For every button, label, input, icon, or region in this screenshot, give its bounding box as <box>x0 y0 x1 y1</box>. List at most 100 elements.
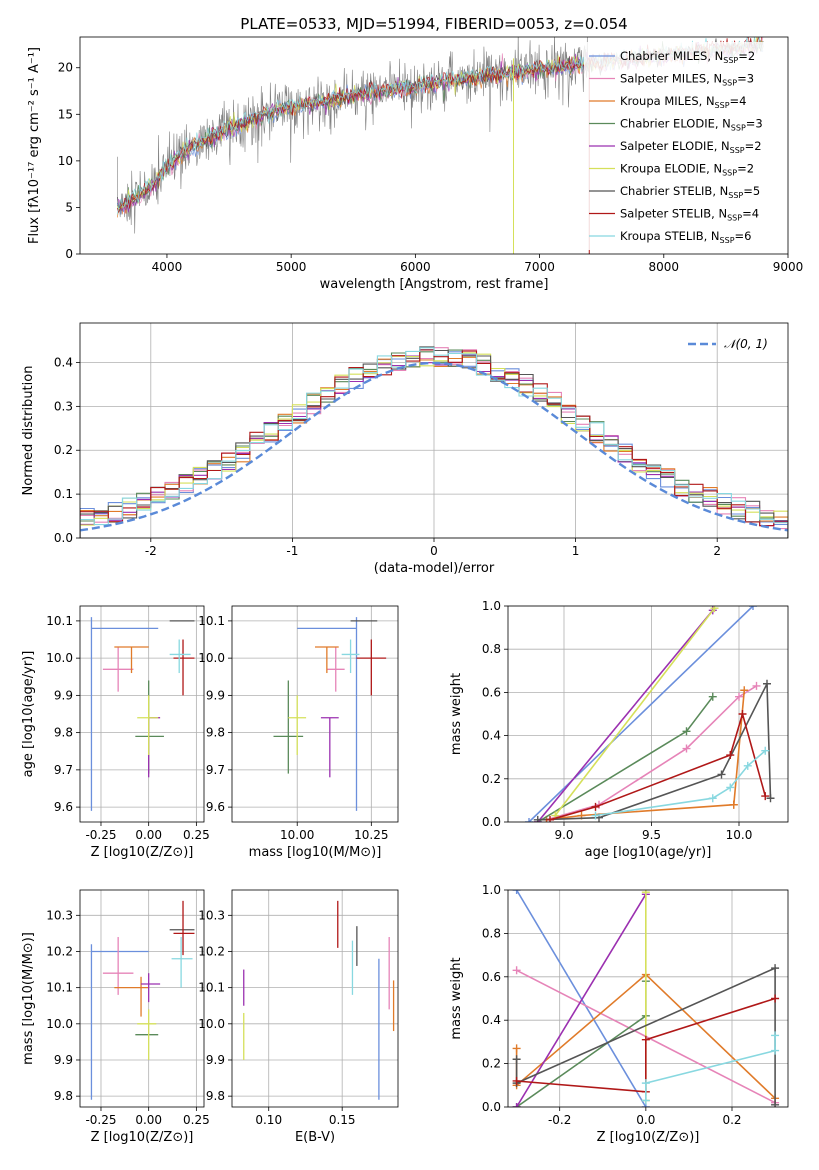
weight-marker <box>512 890 521 894</box>
y-tick-label: 0.4 <box>482 1013 501 1027</box>
y-axis-label: mass weight <box>449 957 464 1039</box>
weight-marker <box>525 818 533 822</box>
weight-marker <box>729 800 738 809</box>
x-tick-label: 0.15 <box>329 1113 356 1127</box>
y-tick-label: 10.1 <box>198 981 225 995</box>
weight-marker <box>761 746 770 755</box>
errorbar-point <box>141 973 161 1003</box>
errorbar-point <box>171 937 193 988</box>
weight-marker <box>641 1079 650 1088</box>
y-tick-label: 1.0 <box>482 883 501 897</box>
legend-subscript: SSP <box>730 146 745 155</box>
figure-title: PLATE=0533, MJD=51994, FIBERID=0053, z=0… <box>240 15 627 33</box>
x-axis-label: age [log10(age/yr)] <box>585 845 712 860</box>
errorbar-point <box>173 900 195 956</box>
legend-label: Salpeter STELIB, NSSP=4 <box>620 207 759 223</box>
errorbar-point <box>315 646 339 674</box>
y-tick-label: 0.0 <box>54 531 73 545</box>
weight-marker <box>738 710 747 718</box>
legend-value: =3 <box>737 72 754 86</box>
y-axis-label: Flux [fλ10⁻¹⁷ erg cm⁻² s⁻¹ A⁻¹] <box>27 47 42 244</box>
weight_vs_age-plot-area <box>525 606 775 822</box>
legend-subscript: SSP <box>731 124 746 133</box>
legend: Chabrier MILES, NSSP=2 Salpeter MILES, NS… <box>584 42 784 250</box>
age_vs_mass-plot-area <box>273 617 387 811</box>
weight-line <box>595 750 766 817</box>
legend-subscript: SSP <box>727 214 742 223</box>
legend-label: Kroupa STELIB, NSSP=6 <box>620 229 751 245</box>
x-tick-label: 0.2 <box>722 1113 741 1127</box>
axes-frame <box>231 889 399 1108</box>
y-tick-label: 10.1 <box>46 981 73 995</box>
legend-value: =4 <box>742 207 759 221</box>
x-axis-label: wavelength [Angstrom, rest frame] <box>320 277 549 292</box>
legend-value: =2 <box>737 162 754 176</box>
x-tick-label: 1 <box>572 544 580 558</box>
weight-marker <box>766 794 775 803</box>
errorbar-point <box>273 680 304 774</box>
legend-value: =3 <box>746 117 763 131</box>
y-tick-label: 9.9 <box>206 688 225 702</box>
weight-marker <box>591 811 600 820</box>
y-tick-label: 10.2 <box>198 944 225 958</box>
y-tick-label: 0.2 <box>482 1057 501 1071</box>
y-tick-label: 10.0 <box>46 1017 73 1031</box>
legend-value: =4 <box>730 94 747 108</box>
residuals-plot-area <box>80 346 788 538</box>
weight-marker <box>726 751 735 760</box>
y-tick-label: 5 <box>65 200 73 214</box>
x-tick-label: 0.0 <box>636 1113 655 1127</box>
weight-line <box>537 609 714 822</box>
weight-marker <box>682 744 691 753</box>
x-tick-label: 8000 <box>649 260 680 274</box>
axes-frame <box>231 605 399 823</box>
legend-subscript: SSP <box>722 79 737 88</box>
y-tick-label: 9.8 <box>54 1089 73 1103</box>
x-tick-label: 9000 <box>773 260 804 274</box>
legend-value: =2 <box>738 49 755 63</box>
mass_vs_Z-plot-area <box>90 900 195 1100</box>
weight-marker <box>735 692 743 701</box>
legend-label: Chabrier MILES, NSSP=2 <box>620 49 755 65</box>
legend-subscript: SSP <box>715 101 730 110</box>
legend-subscript: SSP <box>728 191 743 200</box>
x-tick-label: 4000 <box>152 260 183 274</box>
weight-marker <box>717 770 726 779</box>
y-tick-label: 0.2 <box>482 772 501 786</box>
mass_vs_ebv-axes: 0.10 0.15 9.8 9.9 10.0 10.1 10.2 10.3 E(B-V) <box>198 889 399 1145</box>
weight-marker <box>591 802 600 811</box>
errorbar-point <box>288 695 307 755</box>
y-tick-label: 10.0 <box>198 1017 225 1031</box>
errorbar-point <box>90 944 149 1100</box>
weight-marker <box>641 1096 650 1105</box>
legend-value: =6 <box>735 229 752 243</box>
weight-marker <box>752 681 761 690</box>
y-tick-label: 9.9 <box>54 688 73 702</box>
weight-marker <box>641 1035 650 1044</box>
y-tick-label: 10.1 <box>46 614 73 628</box>
weight-marker <box>512 1055 521 1064</box>
y-tick-label: 10.0 <box>198 651 225 665</box>
y-tick-label: 9.7 <box>54 763 73 777</box>
y-tick-label: 10.1 <box>198 614 225 628</box>
y-tick-label: 9.9 <box>206 1053 225 1067</box>
histogram-step <box>80 347 788 538</box>
weight-marker <box>710 606 719 613</box>
y-axis-label: mass weight <box>449 673 464 755</box>
y-tick-label: 0.4 <box>54 355 73 369</box>
x-tick-label: 5000 <box>276 260 307 274</box>
weight-marker <box>771 1031 780 1040</box>
weight-marker <box>708 794 717 803</box>
x-tick-label: 10.25 <box>354 828 388 842</box>
errorbar-point <box>114 646 149 674</box>
y-tick-label: 0.0 <box>482 815 501 829</box>
x-tick-label: -0.2 <box>548 1113 571 1127</box>
weight-line <box>515 890 647 1107</box>
y-tick-label: 10 <box>58 154 73 168</box>
y-tick-label: 0.6 <box>482 685 501 699</box>
y-tick-label: 9.8 <box>54 726 73 740</box>
x-tick-label: 9.0 <box>554 828 573 842</box>
mass_vs_ebv-plot-area <box>243 900 395 1100</box>
y-tick-label: 10.2 <box>46 944 73 958</box>
